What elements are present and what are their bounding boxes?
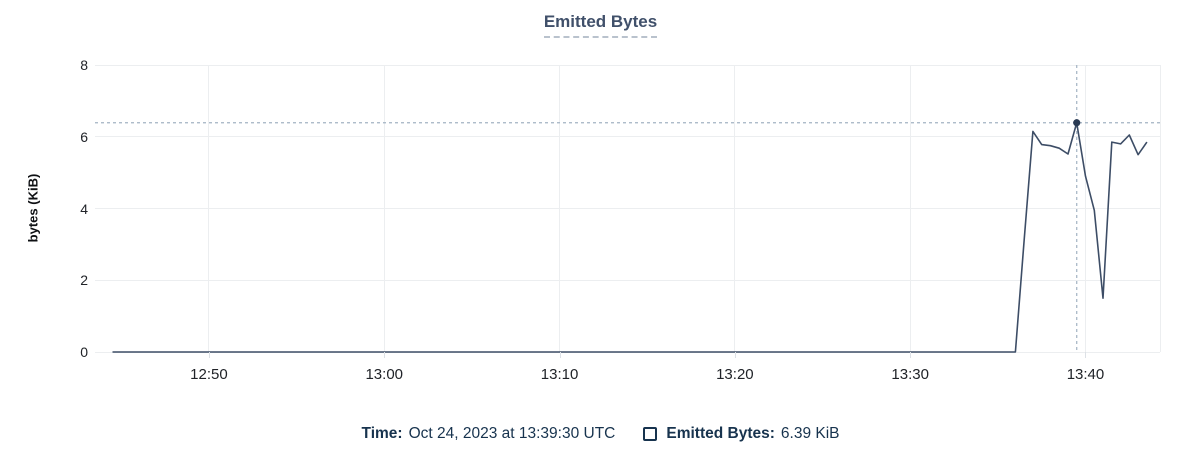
plot-area[interactable] <box>95 64 1161 353</box>
legend-series-value: 6.39 KiB <box>780 425 840 442</box>
x-tick-label: 13:30 <box>891 366 929 383</box>
y-tick-label: 4 <box>80 200 88 217</box>
emitted-bytes-series-line <box>112 121 1148 353</box>
gridline-horizontal <box>95 64 1160 66</box>
gridline-vertical <box>909 65 911 352</box>
chart-canvas <box>95 65 1160 353</box>
gridline-vertical <box>1084 65 1086 352</box>
legend-swatch[interactable] <box>643 427 658 441</box>
chart-header: Emitted Bytes <box>0 12 1201 38</box>
x-axis-tick <box>208 352 210 358</box>
x-tick-label: 13:00 <box>365 366 404 383</box>
time-label: Time: <box>361 425 403 442</box>
plot-right-edge-line <box>1159 65 1161 352</box>
gridline-horizontal <box>95 279 1160 281</box>
gridline-vertical <box>208 65 210 352</box>
x-tick-label: 13:10 <box>540 366 579 383</box>
time-value: Oct 24, 2023 at 13:39:30 UTC <box>408 425 616 442</box>
y-tick-label: 2 <box>80 272 88 289</box>
x-tick-label: 12:50 <box>190 366 228 383</box>
gridline-vertical <box>383 65 385 352</box>
x-tick-label: 13:20 <box>716 366 754 383</box>
gridline-vertical <box>559 65 561 352</box>
x-tick-label: 13:40 <box>1066 366 1105 383</box>
x-axis-tick <box>1085 352 1087 358</box>
time-readout: Time: Oct 24, 2023 at 13:39:30 UTC <box>362 425 616 443</box>
gridline-vertical <box>734 65 736 352</box>
selected-point-marker <box>1073 119 1081 127</box>
y-axis-ticks: 0 2 4 6 8 <box>0 0 88 470</box>
gridline-horizontal <box>95 136 1160 138</box>
y-tick-label: 6 <box>80 128 88 145</box>
x-axis-tick <box>384 352 386 358</box>
chart-title[interactable]: Emitted Bytes <box>543 12 658 38</box>
legend-series-label: Emitted Bytes: <box>666 425 775 442</box>
y-tick-label: 8 <box>80 57 88 73</box>
x-axis-tick <box>910 352 912 358</box>
legend-item[interactable]: Emitted Bytes: 6.39 KiB <box>643 425 840 443</box>
hover-readout: Time: Oct 24, 2023 at 13:39:30 UTC Emitt… <box>0 425 1201 443</box>
y-tick-label: 0 <box>80 344 88 360</box>
gridline-horizontal <box>95 208 1160 209</box>
x-axis-tick <box>559 352 561 358</box>
x-axis-tick <box>734 352 736 358</box>
